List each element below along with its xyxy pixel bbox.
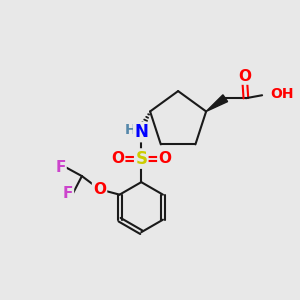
Text: O: O: [158, 151, 171, 166]
Polygon shape: [206, 95, 228, 111]
Text: O: O: [93, 182, 106, 197]
Text: O: O: [111, 151, 124, 166]
Text: OH: OH: [270, 87, 294, 101]
Text: S: S: [135, 150, 147, 168]
Text: F: F: [63, 186, 73, 201]
Text: O: O: [238, 69, 251, 84]
Text: H: H: [125, 123, 137, 137]
Text: F: F: [55, 160, 66, 175]
Text: N: N: [134, 123, 148, 141]
